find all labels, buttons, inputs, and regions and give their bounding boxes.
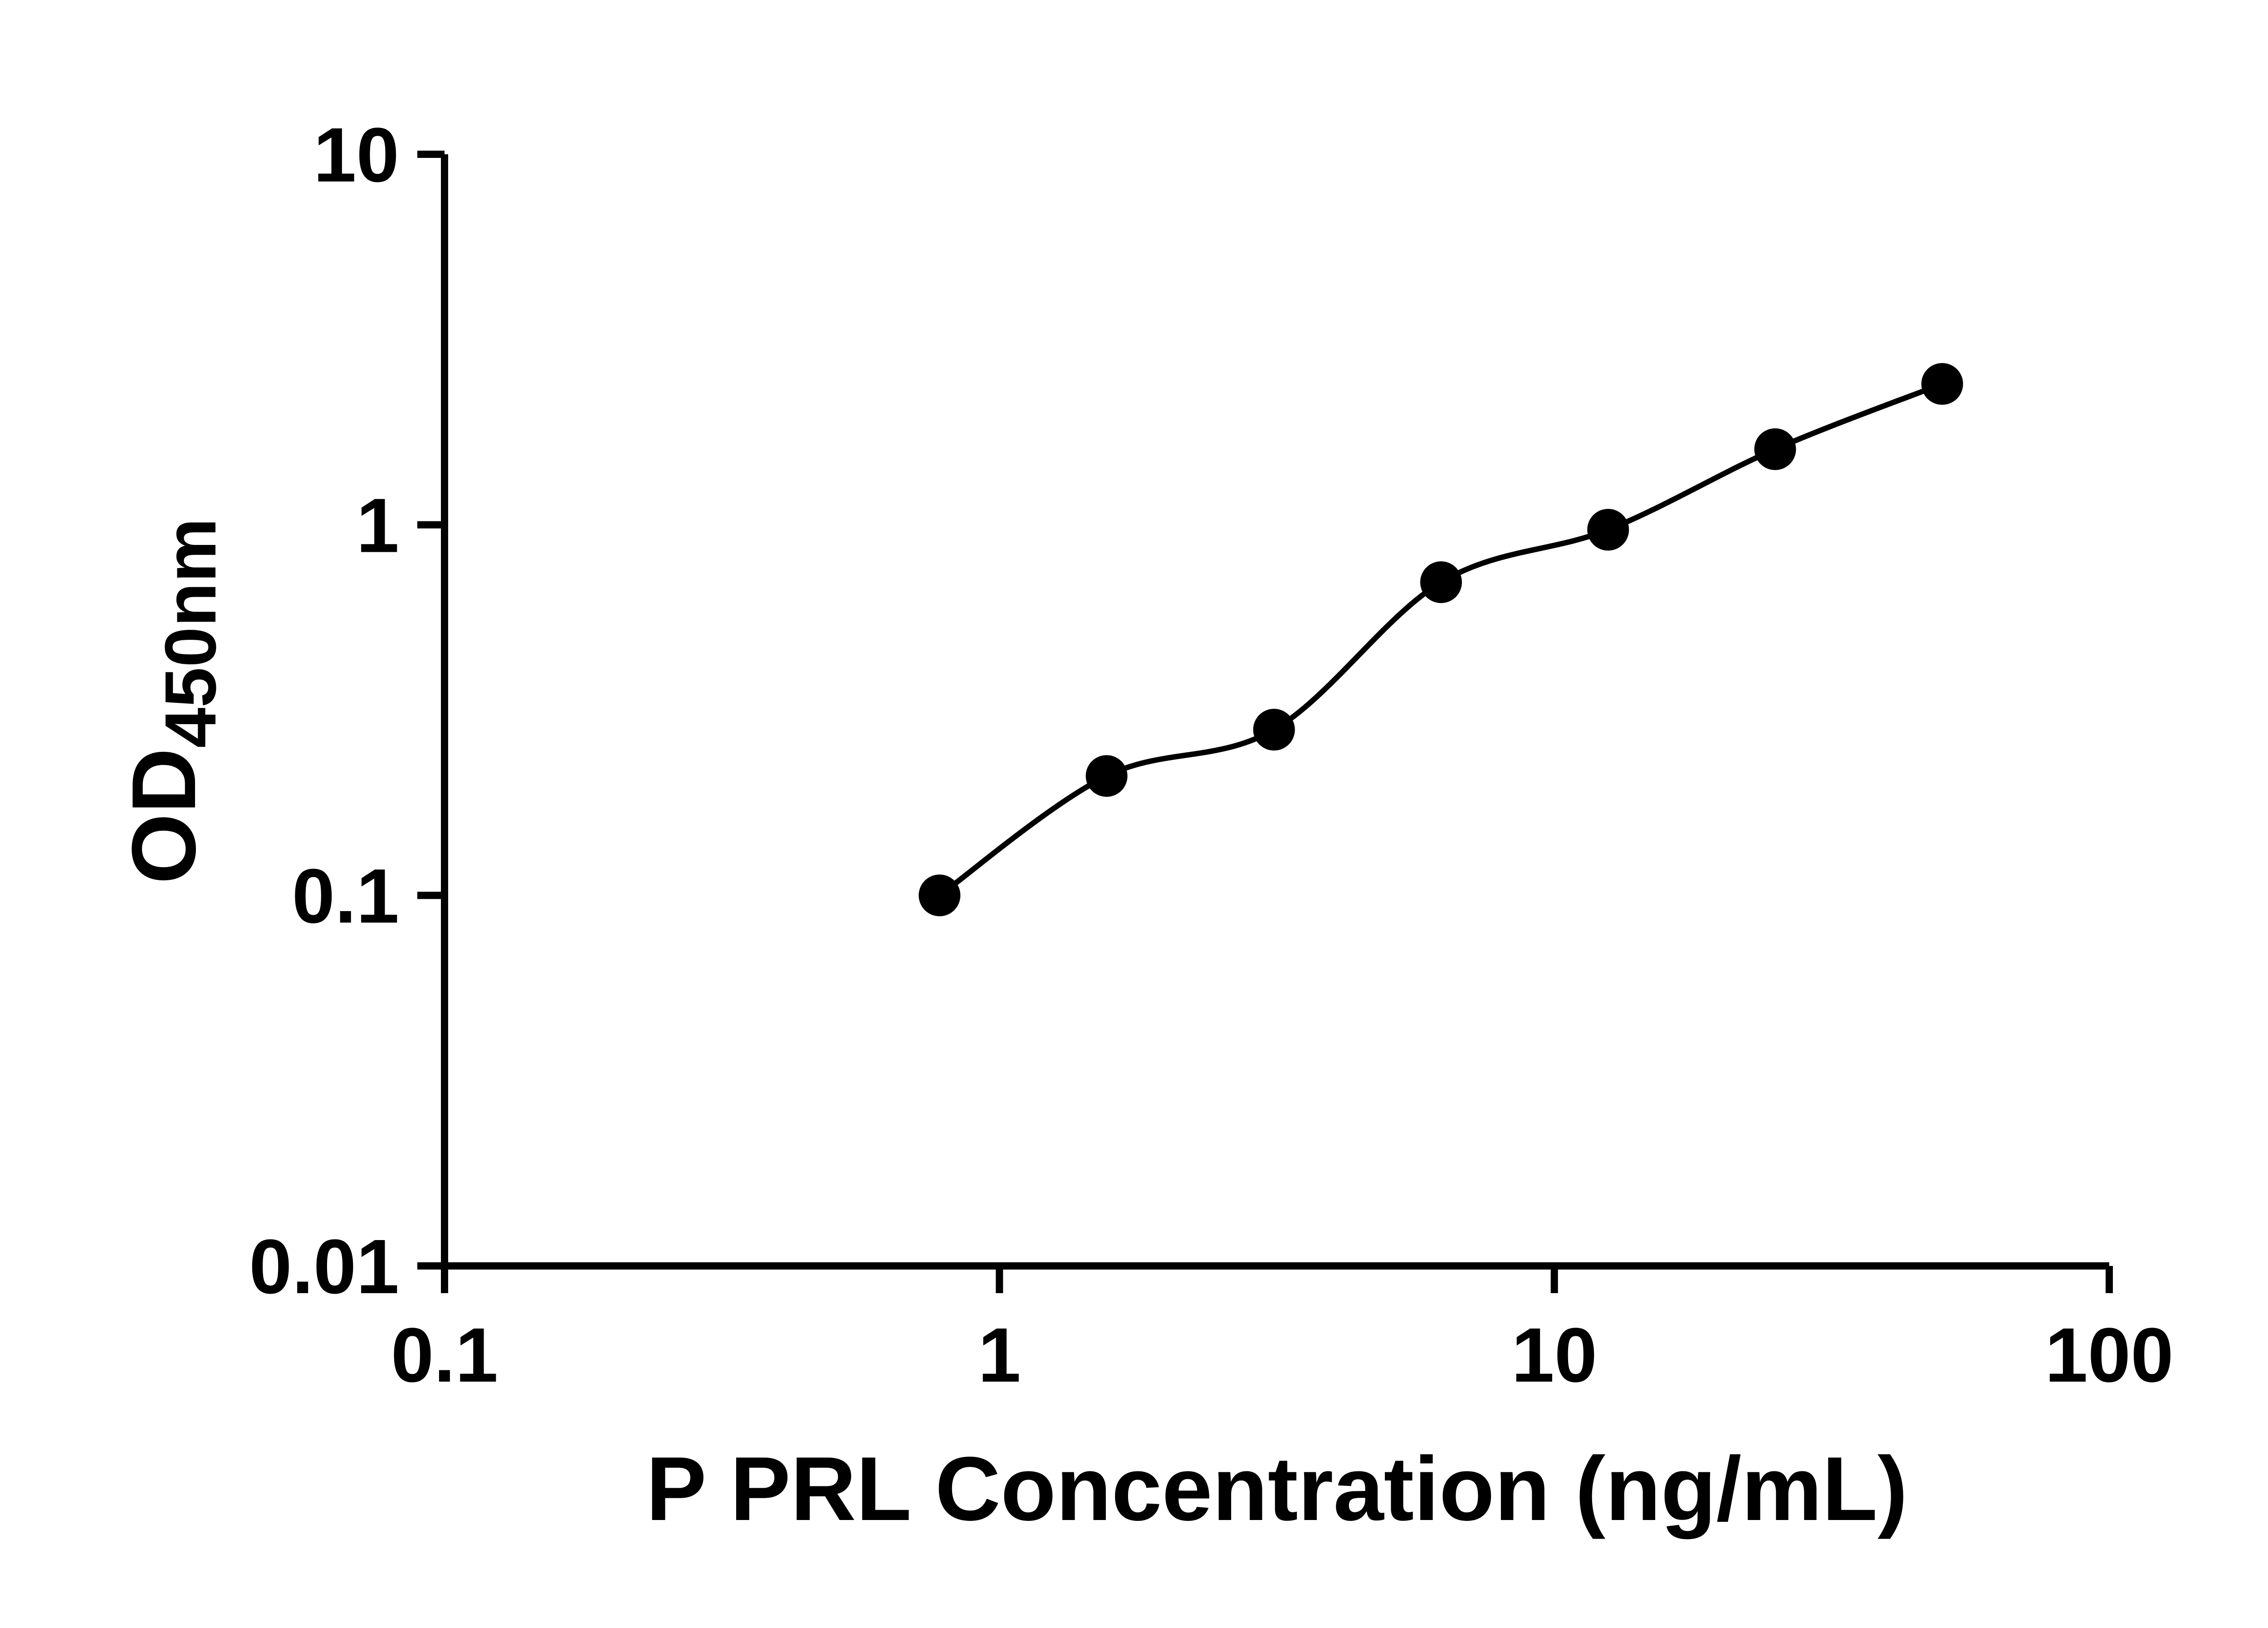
data-point (1420, 561, 1462, 603)
y-tick-label: 10 (313, 112, 399, 198)
y-tick-label: 0.01 (249, 1224, 399, 1310)
data-series (919, 363, 1963, 917)
data-point (1253, 709, 1295, 751)
y-axis-title-main: OD (113, 748, 215, 884)
x-tick-label: 1 (978, 1312, 1021, 1398)
data-point (1587, 509, 1629, 551)
data-point (1085, 755, 1128, 797)
y-tick-label: 0.1 (292, 853, 399, 939)
y-axis-title: OD450nm (113, 518, 231, 884)
data-point (1754, 428, 1796, 470)
data-point (919, 874, 961, 917)
x-axis-title: P PRL Concentration (ng/mL) (646, 1438, 1908, 1540)
x-tick-label: 100 (2045, 1312, 2174, 1398)
y-tick-label: 1 (356, 483, 399, 569)
x-tick-label: 0.1 (391, 1312, 498, 1398)
y-axis-title-subscript: 450nm (150, 518, 231, 748)
data-point (1921, 363, 1963, 405)
x-tick-label: 10 (1511, 1312, 1597, 1398)
